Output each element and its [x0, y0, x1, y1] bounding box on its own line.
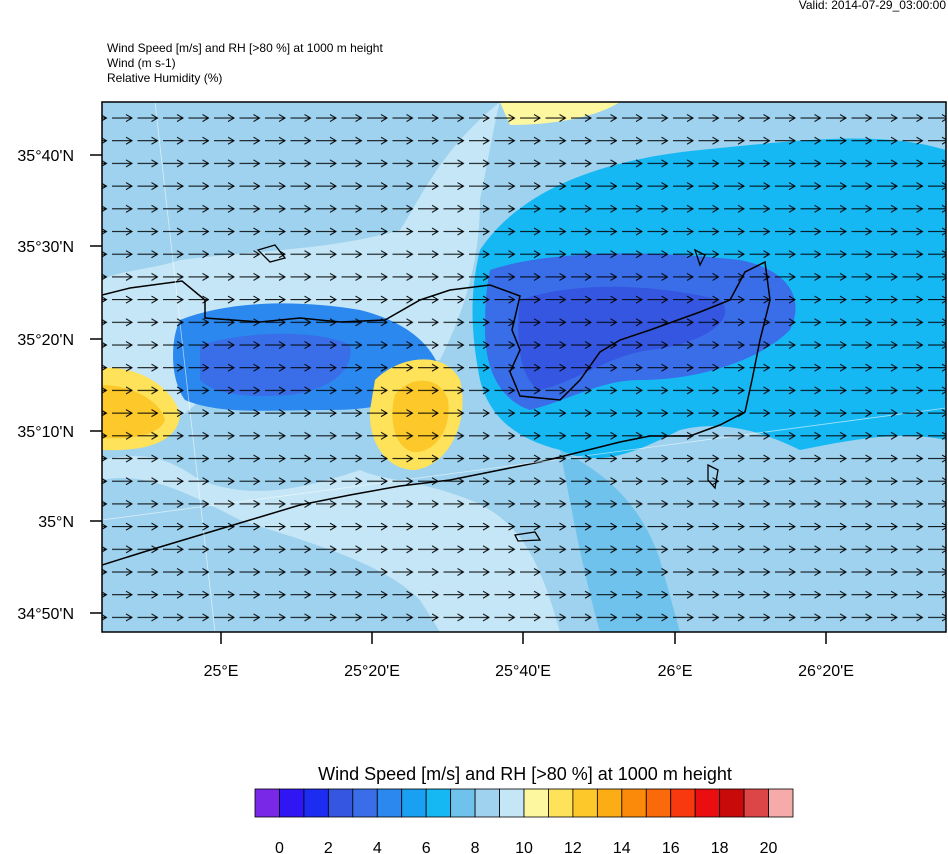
color-box — [548, 788, 574, 818]
colorbar-tick-label: 14 — [613, 840, 631, 854]
lat-label: 35°30'N — [17, 239, 74, 256]
lon-axis: 25°E 25°20'E 25°40'E 26°E 26°20'E — [204, 632, 854, 680]
color-box — [719, 788, 745, 818]
colorbar-tick-label: 18 — [711, 840, 729, 854]
lat-label: 34°50'N — [17, 606, 74, 623]
color-box — [254, 788, 280, 818]
wind-vectors — [102, 102, 946, 632]
lon-label: 25°40'E — [495, 663, 551, 680]
colorbar-title: Wind Speed [m/s] and RH [>80 %] at 1000 … — [318, 764, 732, 784]
colorbar-tick-label: 6 — [422, 840, 431, 854]
lon-label: 26°E — [658, 663, 693, 680]
header-line: Wind Speed [m/s] and RH [>80 %] at 1000 … — [107, 41, 383, 55]
color-box — [279, 788, 305, 818]
lat-label: 35°10'N — [17, 424, 74, 441]
color-box — [499, 788, 525, 818]
colorbar-tick-label: 16 — [662, 840, 680, 854]
color-box — [670, 788, 696, 818]
field — [102, 102, 946, 632]
color-box — [572, 788, 598, 818]
colorbar: 0 2 4 6 8 10 12 14 16 18 20 — [254, 788, 794, 854]
colorbar-tick-label: 8 — [471, 840, 480, 854]
lon-label: 25°20'E — [344, 663, 400, 680]
color-box — [596, 788, 623, 818]
colorbar-tick-label: 2 — [324, 840, 333, 854]
color-box — [401, 788, 427, 818]
color-box — [425, 788, 452, 818]
lon-label: 26°20'E — [798, 663, 854, 680]
lat-label: 35°20'N — [17, 332, 74, 349]
color-box — [523, 788, 549, 818]
color-box — [303, 788, 329, 818]
colorbar-tick-label: 12 — [564, 840, 582, 854]
colorbar-tick-label: 20 — [760, 840, 778, 854]
header-line: Wind (m s-1) — [107, 56, 176, 70]
lon-label: 25°E — [204, 663, 239, 680]
lat-label: 35°N — [38, 514, 74, 531]
color-box — [327, 788, 354, 818]
color-box — [743, 788, 769, 818]
color-box — [694, 788, 721, 818]
header-line: Relative Humidity (%) — [107, 71, 222, 85]
colorbar-tick-label: 4 — [373, 840, 382, 854]
color-box — [450, 788, 476, 818]
lat-axis: 35°40'N 35°30'N 35°20'N 35°10'N 35°N 34°50'N — [17, 148, 102, 623]
valid-time: Valid: 2014-07-29_03:00:00 — [799, 0, 947, 12]
lat-label: 35°40'N — [17, 148, 74, 165]
colorbar-tick-label: 10 — [515, 840, 533, 854]
color-box — [352, 788, 378, 818]
colorbar-tick-label: 0 — [275, 840, 284, 854]
color-box — [621, 788, 647, 818]
color-box — [768, 788, 794, 818]
color-box — [376, 788, 403, 818]
color-box — [474, 788, 500, 818]
color-box — [645, 788, 672, 818]
map-frame — [101, 101, 947, 633]
